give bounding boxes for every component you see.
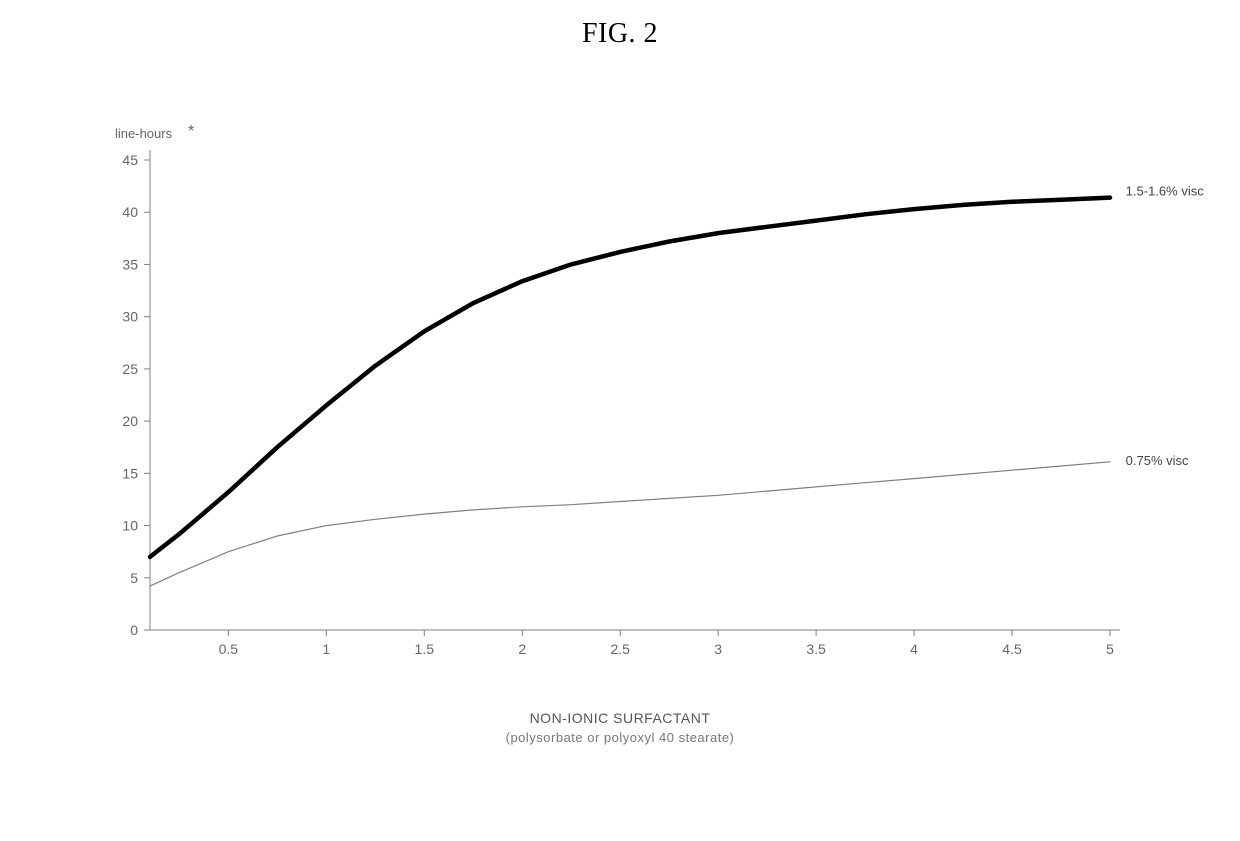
x-tick-label: 2 <box>518 641 526 657</box>
y-tick-label: 35 <box>122 256 138 272</box>
y-tick-label: 45 <box>122 152 138 168</box>
x-tick-label: 4.5 <box>1002 641 1022 657</box>
series-label: 0.75% visc <box>1126 453 1189 468</box>
y-tick-label: 5 <box>130 570 138 586</box>
y-axis-label: line-hours <box>115 126 173 141</box>
x-tick-label: 3 <box>714 641 722 657</box>
x-tick-label: 0.5 <box>219 641 239 657</box>
x-tick-label: 3.5 <box>806 641 826 657</box>
x-axis-label: NON-IONIC SURFACTANT <box>0 710 1240 726</box>
x-tick-label: 4 <box>910 641 918 657</box>
line-chart: line-hours*0510152025303540450.511.522.5… <box>0 50 1240 700</box>
y-tick-label: 20 <box>122 413 138 429</box>
x-axis-label-block: NON-IONIC SURFACTANT (polysorbate or pol… <box>0 710 1240 745</box>
x-tick-label: 1 <box>322 641 330 657</box>
chart-background <box>0 50 1240 700</box>
y-tick-label: 30 <box>122 309 138 325</box>
x-tick-label: 5 <box>1106 641 1114 657</box>
x-axis-label-sub: (polysorbate or polyoxyl 40 stearate) <box>0 730 1240 745</box>
chart-container: line-hours*0510152025303540450.511.522.5… <box>0 50 1240 700</box>
x-tick-label: 1.5 <box>415 641 435 657</box>
series-label: 1.5-1.6% visc <box>1126 183 1205 198</box>
y-tick-label: 25 <box>122 361 138 377</box>
y-axis-label-marker: * <box>188 123 194 140</box>
y-tick-label: 15 <box>122 465 138 481</box>
x-tick-label: 2.5 <box>610 641 630 657</box>
y-tick-label: 40 <box>122 204 138 220</box>
y-tick-label: 10 <box>122 518 138 534</box>
figure-title: FIG. 2 <box>0 18 1240 50</box>
y-tick-label: 0 <box>130 622 138 638</box>
